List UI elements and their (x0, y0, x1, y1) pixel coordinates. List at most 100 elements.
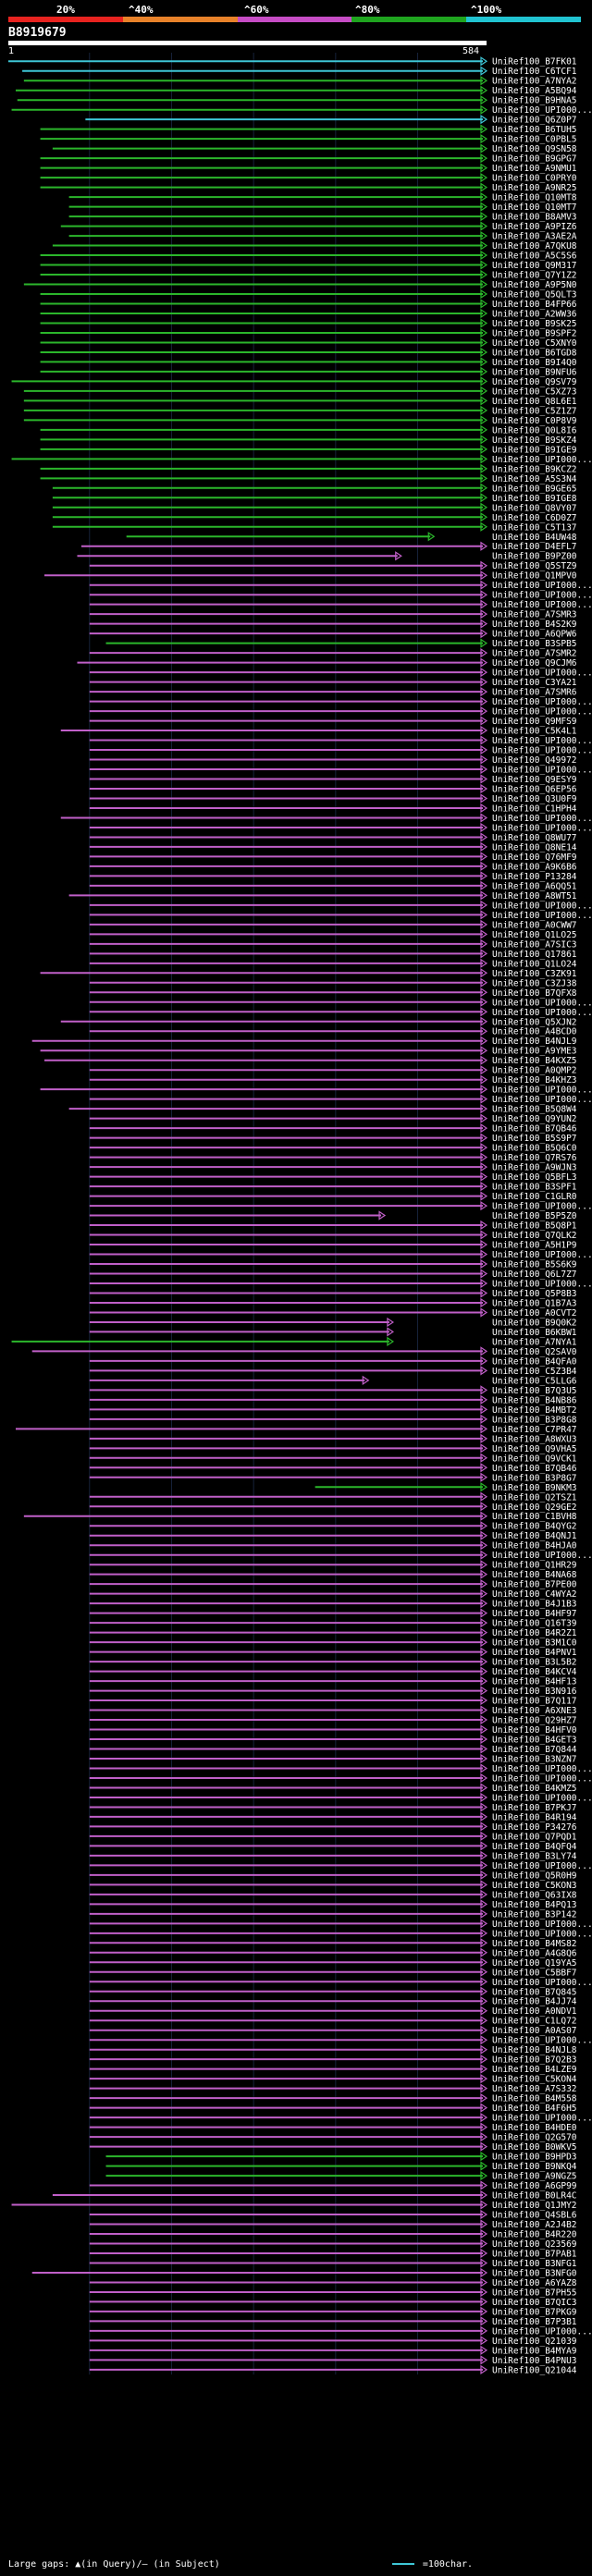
hit-label[interactable]: UniRef100_Q76MF9 (492, 853, 577, 863)
hit-label[interactable]: UniRef100_UPI000... (492, 1008, 592, 1018)
hit-label[interactable]: UniRef100_C7PR47 (492, 1425, 577, 1435)
hit-label[interactable]: UniRef100_B4MBT2 (492, 1405, 577, 1416)
hit-label[interactable]: UniRef100_Q9M317 (492, 261, 577, 271)
hit-label[interactable]: UniRef100_C5KON3 (492, 1881, 577, 1891)
hit-label[interactable]: UniRef100_Q9MFS9 (492, 717, 577, 727)
hit-label[interactable]: UniRef100_B3P8G7 (492, 1473, 577, 1483)
hit-label[interactable]: UniRef100_B4PNV1 (492, 1648, 577, 1658)
hit-label[interactable]: UniRef100_B5P5Z0 (492, 1211, 577, 1221)
hit-label[interactable]: UniRef100_A9NMU1 (492, 164, 577, 174)
hit-label[interactable]: UniRef100_B7Q2B3 (492, 2055, 577, 2066)
hit-label[interactable]: UniRef100_P34276 (492, 1822, 577, 1833)
hit-label[interactable]: UniRef100_UPI000... (492, 1551, 592, 1561)
hit-label[interactable]: UniRef100_B3SPB5 (492, 639, 577, 649)
hit-label[interactable]: UniRef100_C6TCF1 (492, 67, 577, 77)
hit-label[interactable]: UniRef100_A6QPW6 (492, 630, 577, 640)
hit-label[interactable]: UniRef100_B9IGE9 (492, 445, 577, 455)
hit-label[interactable]: UniRef100_UPI000... (492, 581, 592, 591)
hit-label[interactable]: UniRef100_C5XZ73 (492, 386, 577, 397)
hit-label[interactable]: UniRef100_A8WT51 (492, 891, 577, 902)
hit-label[interactable]: UniRef100_B7P3B1 (492, 2317, 577, 2327)
hit-label[interactable]: UniRef100_UPI000... (492, 455, 592, 465)
hit-label[interactable]: UniRef100_B3NFG0 (492, 2268, 577, 2278)
hit-label[interactable]: UniRef100_B9HPD3 (492, 2153, 577, 2163)
hit-label[interactable]: UniRef100_A9P5N0 (492, 280, 577, 290)
hit-label[interactable]: UniRef100_Q3U0F9 (492, 794, 577, 804)
hit-label[interactable]: UniRef100_B4M558 (492, 2094, 577, 2104)
hit-label[interactable]: UniRef100_B9NFU6 (492, 367, 577, 377)
hit-label[interactable]: UniRef100_Q9SV79 (492, 377, 577, 387)
hit-label[interactable]: UniRef100_B6TGD8 (492, 348, 577, 358)
hit-label[interactable]: UniRef100_B9IGE8 (492, 494, 577, 504)
hit-label[interactable]: UniRef100_C5Z1Z7 (492, 406, 577, 416)
hit-label[interactable]: UniRef100_Q9CJM6 (492, 658, 577, 669)
hit-label[interactable]: UniRef100_B4KHZ3 (492, 1075, 577, 1086)
hit-label[interactable]: UniRef100_A9WJN3 (492, 1163, 577, 1173)
hit-label[interactable]: UniRef100_UPI000... (492, 697, 592, 707)
hit-label[interactable]: UniRef100_B9NKQ4 (492, 2162, 577, 2172)
hit-label[interactable]: UniRef100_Q5R0H9 (492, 1871, 577, 1881)
hit-label[interactable]: UniRef100_B4S2K9 (492, 619, 577, 630)
hit-label[interactable]: UniRef100_A2J4B2 (492, 2220, 577, 2230)
hit-label[interactable]: UniRef100_A4BCD0 (492, 1027, 577, 1037)
hit-label[interactable]: UniRef100_B9GE65 (492, 484, 577, 494)
hit-label[interactable]: UniRef100_Q9ESY9 (492, 775, 577, 785)
hit-label[interactable]: UniRef100_Q5QLT3 (492, 290, 577, 301)
hit-label[interactable]: UniRef100_Q5BFL3 (492, 1172, 577, 1183)
hit-label[interactable]: UniRef100_B3L5B2 (492, 1658, 577, 1668)
hit-label[interactable]: UniRef100_Q1HR29 (492, 1561, 577, 1571)
hit-label[interactable]: UniRef100_B4NJL9 (492, 1037, 577, 1047)
hit-label[interactable]: UniRef100_A7SMR6 (492, 688, 577, 698)
hit-label[interactable]: UniRef100_UPI000... (492, 1773, 592, 1784)
hit-label[interactable]: UniRef100_B4F6H5 (492, 2104, 577, 2114)
hit-label[interactable]: UniRef100_B6KBW1 (492, 1328, 577, 1338)
hit-label[interactable]: UniRef100_B7PH55 (492, 2288, 577, 2298)
hit-label[interactable]: UniRef100_D4EFL7 (492, 542, 577, 552)
hit-label[interactable]: UniRef100_B4R220 (492, 2230, 577, 2240)
hit-label[interactable]: UniRef100_C1BVH8 (492, 1512, 577, 1522)
hit-label[interactable]: UniRef100_B4KCV4 (492, 1667, 577, 1677)
hit-label[interactable]: UniRef100_C5XNY0 (492, 338, 577, 349)
hit-label[interactable]: UniRef100_B9GPG7 (492, 154, 577, 165)
hit-label[interactable]: UniRef100_B3SPF1 (492, 1183, 577, 1193)
hit-label[interactable]: UniRef100_B9KCZ2 (492, 464, 577, 474)
hit-label[interactable]: UniRef100_B9NKM3 (492, 1483, 577, 1493)
hit-label[interactable]: UniRef100_Q8WU77 (492, 833, 577, 843)
hit-label[interactable]: UniRef100_B7QB46 (492, 1464, 577, 1474)
hit-label[interactable]: UniRef100_A9PIZ6 (492, 222, 577, 232)
hit-label[interactable]: UniRef100_B4PQ13 (492, 1900, 577, 1910)
hit-label[interactable]: UniRef100_Q8L6E1 (492, 397, 577, 407)
hit-label[interactable]: UniRef100_B7PE00 (492, 1580, 577, 1590)
hit-label[interactable]: UniRef100_A3AE2A (492, 232, 577, 242)
hit-label[interactable]: UniRef100_A0NDV1 (492, 2006, 577, 2017)
hit-label[interactable]: UniRef100_B4KXZ5 (492, 1056, 577, 1066)
hit-label[interactable]: UniRef100_B0WKV5 (492, 2142, 577, 2153)
hit-label[interactable]: UniRef100_C1GLR0 (492, 1192, 577, 1202)
hit-label[interactable]: UniRef100_Q1JMY2 (492, 2201, 577, 2211)
hit-label[interactable]: UniRef100_Q4SBL6 (492, 2211, 577, 2221)
hit-label[interactable]: UniRef100_UPI000... (492, 1202, 592, 1212)
hit-label[interactable]: UniRef100_A7SIC3 (492, 939, 577, 950)
hit-label[interactable]: UniRef100_B4NB86 (492, 1395, 577, 1405)
hit-label[interactable]: UniRef100_Q19YA5 (492, 1958, 577, 1969)
hit-label[interactable]: UniRef100_Q21044 (492, 2365, 577, 2375)
hit-label[interactable]: UniRef100_C3ZJ38 (492, 978, 577, 988)
hit-label[interactable]: UniRef100_B4HJA0 (492, 1541, 577, 1552)
hit-label[interactable]: UniRef100_C6D0Z7 (492, 513, 577, 523)
hit-label[interactable]: UniRef100_B4KMZ5 (492, 1784, 577, 1794)
hit-label[interactable]: UniRef100_A6GP99 (492, 2181, 577, 2191)
hit-label[interactable]: UniRef100_C4WYA2 (492, 1589, 577, 1600)
hit-label[interactable]: UniRef100_C0P8V9 (492, 416, 577, 426)
hit-label[interactable]: UniRef100_B5Q8W4 (492, 1105, 577, 1115)
hit-label[interactable]: UniRef100_B8AMV3 (492, 213, 577, 223)
hit-label[interactable]: UniRef100_C1HPH4 (492, 803, 577, 814)
hit-label[interactable]: UniRef100_B7QFX8 (492, 988, 577, 999)
hit-label[interactable]: UniRef100_Q49972 (492, 755, 577, 766)
hit-label[interactable]: UniRef100_B4QFQ4 (492, 1842, 577, 1852)
hit-label[interactable]: UniRef100_A0CWW7 (492, 920, 577, 930)
hit-label[interactable]: UniRef100_UPI000... (492, 901, 592, 911)
hit-label[interactable]: UniRef100_Q9VHA5 (492, 1444, 577, 1454)
hit-label[interactable]: UniRef100_B4JJ74 (492, 1997, 577, 2007)
hit-label[interactable]: UniRef100_B7FK01 (492, 57, 577, 67)
hit-label[interactable]: UniRef100_Q5P8B3 (492, 1289, 577, 1299)
